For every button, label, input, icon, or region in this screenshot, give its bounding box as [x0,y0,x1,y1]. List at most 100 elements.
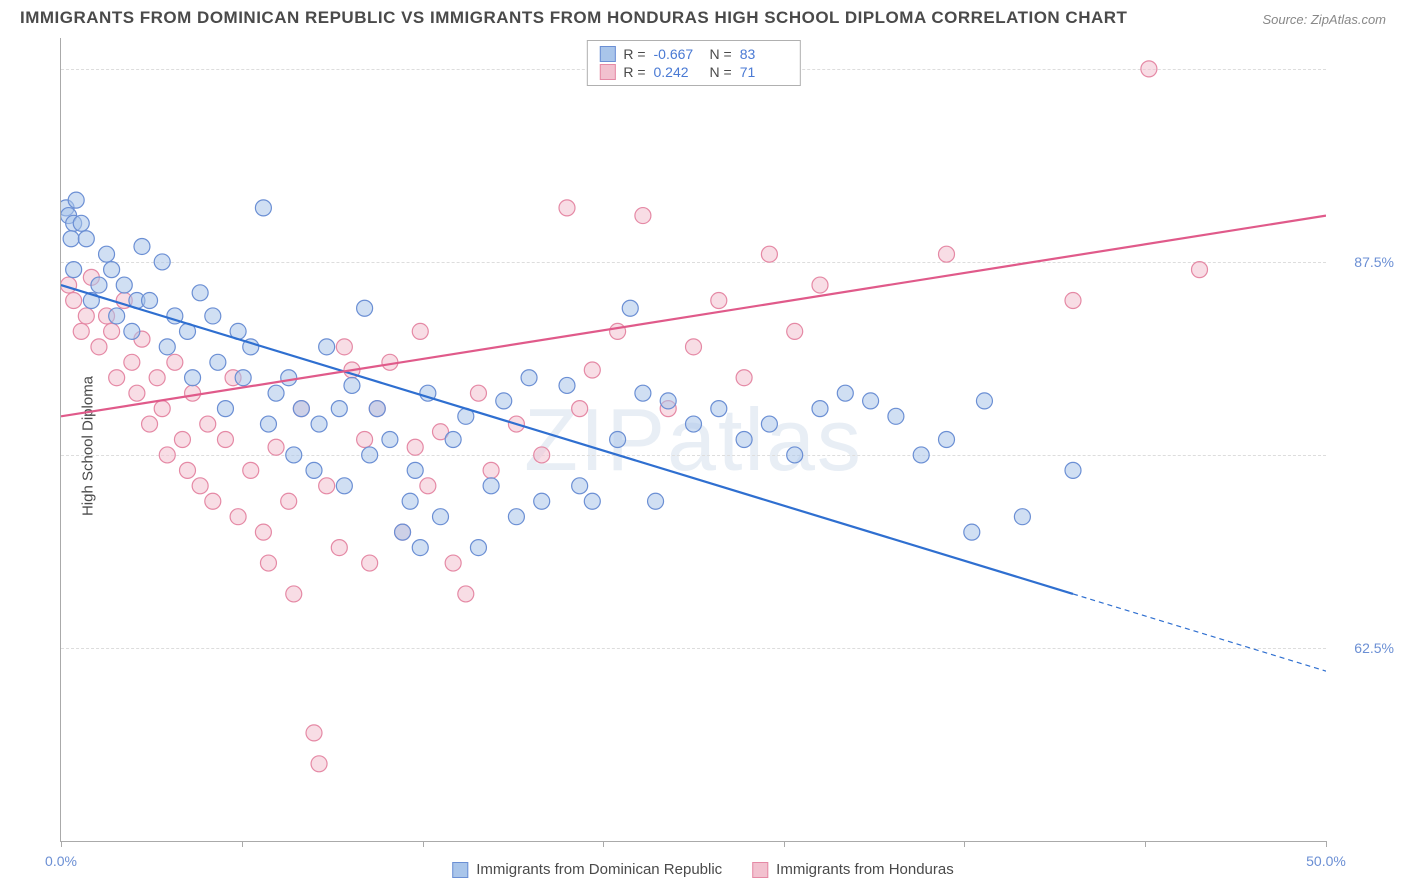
r-value-1: 0.242 [654,64,702,80]
swatch-bottom-1 [752,862,768,878]
r-label: R = [623,64,645,80]
data-point [508,509,524,525]
data-point [167,354,183,370]
data-point [66,262,82,278]
data-point [192,285,208,301]
data-point [116,277,132,293]
data-point [610,432,626,448]
y-tick-label: 62.5% [1354,640,1394,656]
data-point [281,370,297,386]
swatch-series-0 [599,46,615,62]
data-point [260,416,276,432]
data-point [357,300,373,316]
data-point [369,401,385,417]
data-point [319,339,335,355]
data-point [174,432,190,448]
legend-label-1: Immigrants from Honduras [776,861,954,878]
r-label: R = [623,46,645,62]
legend-item-0: Immigrants from Dominican Republic [452,861,722,878]
regression-line-extrapolated [1073,594,1326,671]
data-point [180,462,196,478]
regression-line [61,216,1326,417]
data-point [483,478,499,494]
data-point [124,323,140,339]
data-point [268,385,284,401]
n-label: N = [710,64,732,80]
data-point [913,447,929,463]
data-point [812,401,828,417]
data-point [210,354,226,370]
series-legend: Immigrants from Dominican Republic Immig… [452,861,953,878]
data-point [496,393,512,409]
data-point [761,246,777,262]
data-point [458,586,474,602]
data-point [306,725,322,741]
data-point [863,393,879,409]
swatch-bottom-0 [452,862,468,878]
data-point [260,555,276,571]
data-point [584,493,600,509]
data-point [73,215,89,231]
data-point [319,478,335,494]
data-point [159,339,175,355]
r-value-0: -0.667 [654,46,702,62]
data-point [205,493,221,509]
data-point [711,293,727,309]
data-point [200,416,216,432]
data-point [1065,293,1081,309]
data-point [412,540,428,556]
legend-row-series-1: R = 0.242 N = 71 [599,63,787,81]
data-point [736,432,752,448]
data-point [584,362,600,378]
data-point [407,462,423,478]
data-point [402,493,418,509]
data-point [976,393,992,409]
data-point [761,416,777,432]
data-point [939,432,955,448]
data-point [293,401,309,417]
data-point [109,308,125,324]
data-point [217,401,233,417]
data-point [610,323,626,339]
data-point [243,462,259,478]
data-point [787,447,803,463]
data-point [73,323,89,339]
data-point [286,586,302,602]
data-point [412,323,428,339]
data-point [736,370,752,386]
data-point [344,377,360,393]
data-point [534,493,550,509]
data-point [445,555,461,571]
data-point [306,462,322,478]
data-point [420,478,436,494]
data-point [534,447,550,463]
data-point [888,408,904,424]
data-point [362,555,378,571]
data-point [686,416,702,432]
data-point [63,231,79,247]
data-point [134,238,150,254]
data-point [483,462,499,478]
data-point [91,339,107,355]
data-point [357,432,373,448]
data-point [711,401,727,417]
data-point [255,524,271,540]
data-point [185,385,201,401]
legend-row-series-0: R = -0.667 N = 83 [599,45,787,63]
data-point [142,416,158,432]
data-point [192,478,208,494]
data-point [68,192,84,208]
data-point [129,385,145,401]
data-point [470,385,486,401]
data-point [433,509,449,525]
data-point [648,493,664,509]
data-point [559,200,575,216]
data-point [99,246,115,262]
x-tick-label: 0.0% [45,853,77,869]
data-point [812,277,828,293]
data-point [572,401,588,417]
data-point [268,439,284,455]
data-point [395,524,411,540]
chart-plot-area: ZIPatlas R = -0.667 N = 83 R = 0.242 N =… [60,38,1326,842]
data-point [311,756,327,772]
